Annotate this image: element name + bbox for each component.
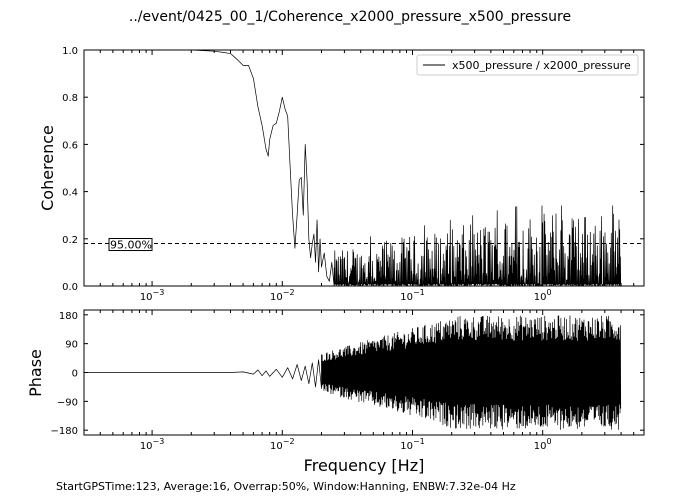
x-tick-label: 10−3 — [140, 288, 165, 303]
y-tick-label: 0 — [72, 369, 78, 380]
y-tick-label: −90 — [57, 397, 78, 408]
coherence-panel: 0.0 0.2 0.4 0.6 0.8 1.0 10−3 10−2 10−1 100 95.00… — [38, 46, 645, 303]
series-line — [84, 315, 622, 430]
x-tick-label: 10−2 — [270, 437, 295, 452]
y-tick-label: 1.0 — [62, 46, 78, 57]
x-tick-label: 100 — [534, 288, 552, 303]
y-tick-label: 0.4 — [62, 188, 78, 199]
x-tick-label: 10−3 — [140, 437, 165, 452]
phase-y-ticks: −180 −90 0 90 180 — [51, 311, 644, 437]
y-tick-label: 0.8 — [62, 93, 78, 104]
x-tick-label: 10−2 — [270, 288, 295, 303]
x-tick-label: 10−1 — [400, 437, 425, 452]
footer-info: StartGPSTime:123, Average:16, Overrap:50… — [56, 480, 516, 493]
threshold-label: 95.00% — [110, 239, 152, 252]
y-tick-label: 180 — [59, 311, 78, 322]
x-axis-label: Frequency [Hz] — [304, 456, 425, 475]
figure-title: ../event/0425_00_1/Coherence_x2000_press… — [129, 9, 571, 25]
y-tick-label: 0.2 — [62, 235, 78, 246]
coherence-plot-frame — [83, 49, 645, 287]
phase-y-label: Phase — [26, 349, 45, 397]
coherence-y-label: Coherence — [38, 125, 57, 211]
series-line — [84, 49, 622, 287]
coherence-x-ticks: 10−3 10−2 10−1 100 — [83, 50, 645, 303]
legend-entry: x500_pressure / x2000_pressure — [452, 59, 631, 72]
coherence-lines — [84, 49, 622, 287]
phase-x-ticks: 10−3 10−2 10−1 100 — [83, 310, 645, 452]
y-tick-label: 0.6 — [62, 140, 78, 151]
x-tick-label: 100 — [534, 437, 552, 452]
x-tick-label: 10−1 — [400, 288, 425, 303]
y-tick-label: −180 — [51, 426, 78, 437]
threshold-label-box — [108, 238, 153, 252]
phase-lines — [84, 315, 622, 430]
y-tick-label: 0.0 — [62, 282, 78, 293]
y-tick-label: 90 — [65, 340, 78, 351]
phase-panel: −180 −90 0 90 180 10−3 10−2 10−1 100 Phase Freq… — [26, 309, 645, 475]
legend: x500_pressure / x2000_pressure — [416, 54, 639, 76]
legend-frame — [416, 54, 639, 76]
